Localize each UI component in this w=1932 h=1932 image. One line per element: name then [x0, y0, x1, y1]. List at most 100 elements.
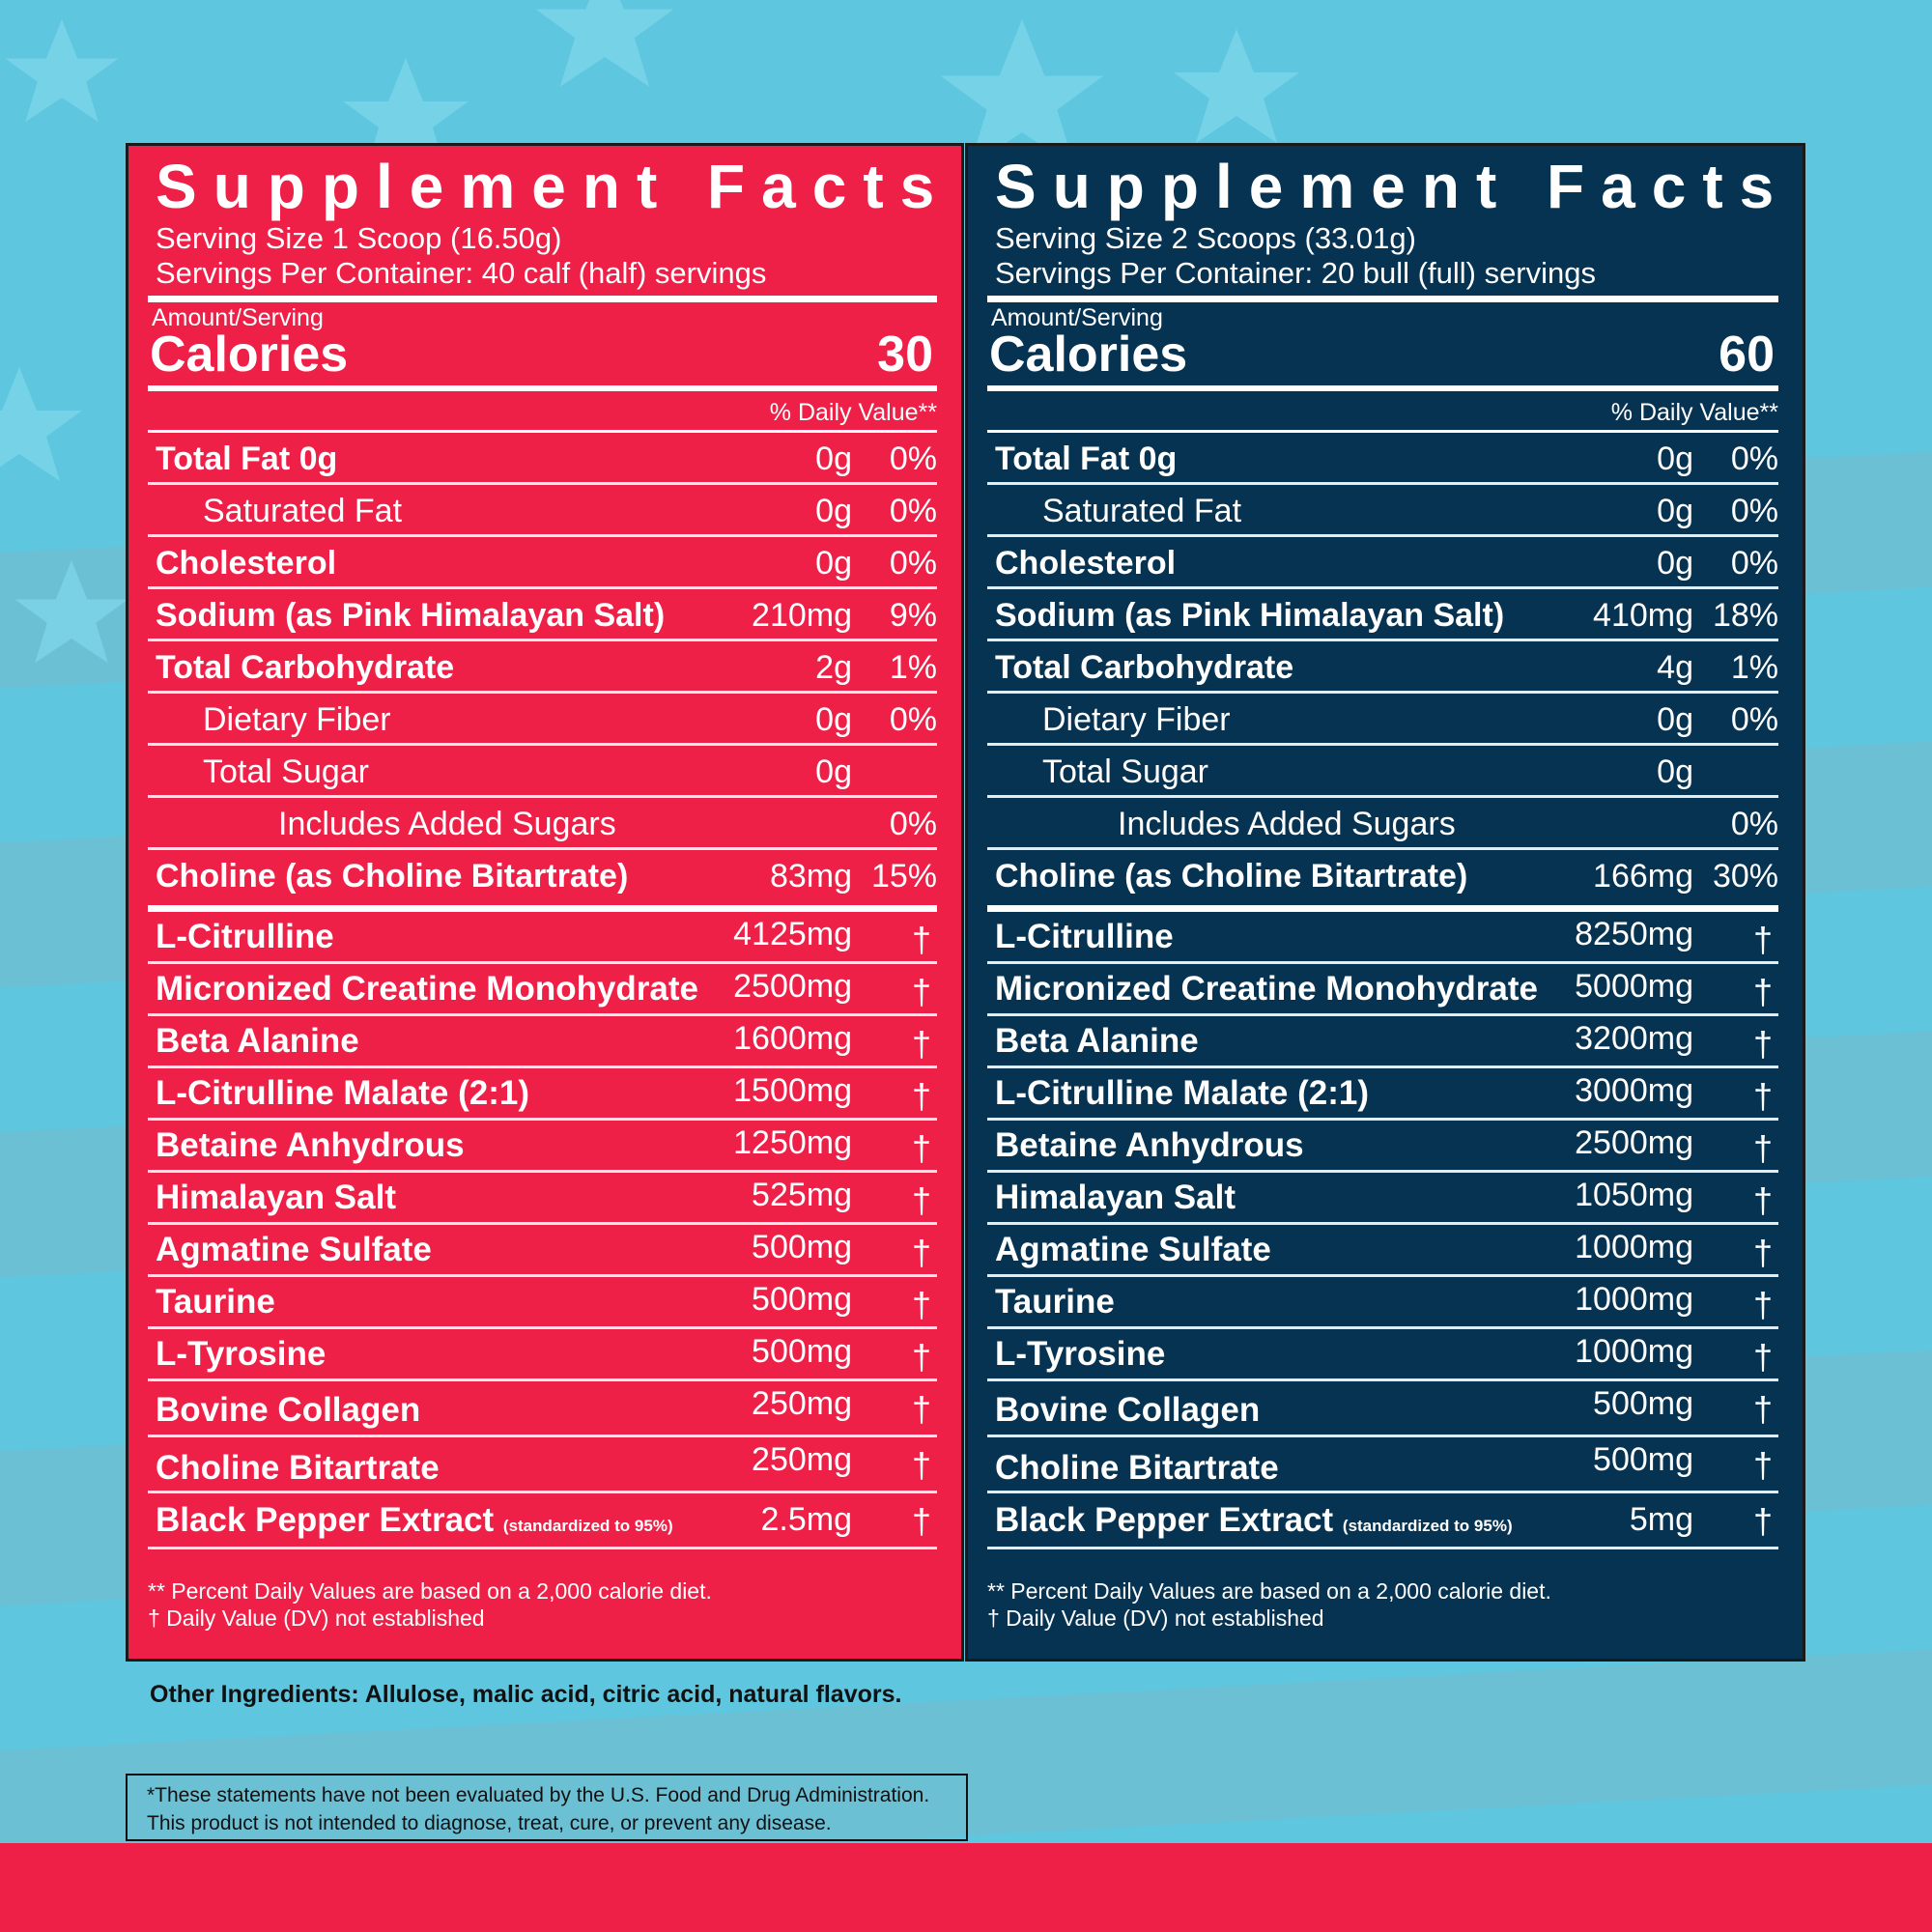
nutrient-name: Total Fat 0g — [156, 440, 338, 477]
divider — [987, 385, 1778, 391]
ingredient-amount: 1050mg — [1575, 1177, 1693, 1213]
nutrient-dv: 30% — [1712, 858, 1778, 895]
supplement-facts-panel-calf: Supplement Facts Serving Size 1 Scoop (1… — [126, 143, 964, 1662]
ingredient-row: Choline Bitartrate 250mg † — [148, 1437, 937, 1493]
nutrient-amount: 0g — [815, 753, 852, 790]
ingredient-name: L-Citrulline — [995, 918, 1174, 955]
nutrient-amount: 0g — [1657, 545, 1693, 582]
divider — [148, 905, 937, 912]
ingredient-note: (standardized to 95%) — [502, 1517, 673, 1535]
nutrient-amount: 0g — [815, 440, 852, 477]
panel-title: Supplement Facts — [995, 152, 1791, 221]
divider — [148, 296, 937, 302]
footnote-dagger: † Daily Value (DV) not established — [148, 1605, 485, 1631]
ingredient-amount: 3200mg — [1575, 1020, 1693, 1057]
ingredient-name: L-Citrulline Malate (2:1) — [995, 1074, 1369, 1112]
calories-label: Calories — [989, 327, 1188, 383]
ingredient-name: Himalayan Salt — [995, 1179, 1236, 1216]
nutrient-name: Choline (as Choline Bitartrate) — [156, 858, 629, 895]
disclaimer-line-2: This product is not intended to diagnose… — [147, 1812, 832, 1834]
dagger-mark: † — [1752, 1128, 1773, 1168]
star-icon — [14, 560, 128, 664]
ingredient-amount: 1000mg — [1575, 1229, 1693, 1265]
ingredient-note: (standardized to 95%) — [1342, 1517, 1513, 1535]
divider — [148, 385, 937, 391]
footnote-dagger: † Daily Value (DV) not established — [987, 1605, 1324, 1631]
ingredient-row: Agmatine Sulfate 500mg † — [148, 1225, 937, 1277]
dagger-mark: † — [1752, 1024, 1773, 1064]
servings-per-container: Servings Per Container: 20 bull (full) s… — [995, 256, 1596, 290]
nutrient-dv: 0% — [1730, 806, 1778, 842]
nutrient-amount: 0g — [815, 493, 852, 529]
divider — [987, 296, 1778, 302]
nutrient-amount: 4g — [1657, 649, 1693, 686]
nutrient-name: Total Sugar — [1042, 753, 1208, 790]
ingredient-row: Black Pepper Extract (standardized to 95… — [987, 1493, 1778, 1549]
ingredient-amount: 4125mg — [733, 916, 852, 952]
nutrient-amount: 0g — [1657, 701, 1693, 738]
dagger-mark: † — [911, 1389, 931, 1429]
supplement-facts-panel-bull: Supplement Facts Serving Size 2 Scoops (… — [965, 143, 1805, 1662]
dagger-mark: † — [1752, 1501, 1773, 1541]
nutrient-dv: 18% — [1712, 597, 1778, 634]
dagger-mark: † — [1752, 1389, 1773, 1429]
nutrient-dv: 0% — [889, 440, 937, 477]
ingredient-row: L-Tyrosine 500mg † — [148, 1329, 937, 1381]
ingredient-amount: 1600mg — [733, 1020, 852, 1057]
amount-per-serving-label: Amount/Serving — [991, 304, 1163, 331]
nutrient-name: Includes Added Sugars — [278, 806, 616, 842]
ingredient-amount: 500mg — [1593, 1441, 1693, 1478]
ingredient-amount: 1250mg — [733, 1124, 852, 1161]
ingredient-amount: 500mg — [752, 1281, 852, 1318]
nutrient-name: Dietary Fiber — [203, 701, 391, 738]
nutrient-row: Saturated Fat 0g 0% — [148, 485, 937, 537]
amount-per-serving-label: Amount/Serving — [152, 304, 324, 331]
ingredient-amount: 1000mg — [1575, 1281, 1693, 1318]
nutrient-dv: 0% — [889, 493, 937, 529]
ingredient-name: Black Pepper Extract (standardized to 95… — [156, 1501, 673, 1540]
ingredient-amount: 8250mg — [1575, 916, 1693, 952]
dagger-mark: † — [1752, 1445, 1773, 1485]
ingredient-row: Beta Alanine 1600mg † — [148, 1016, 937, 1068]
star-icon — [940, 19, 1104, 168]
ingredient-row: Choline Bitartrate 500mg † — [987, 1437, 1778, 1493]
nutrient-name: Total Fat 0g — [995, 440, 1178, 477]
ingredient-row: Taurine 500mg † — [148, 1277, 937, 1329]
footnote-dv: ** Percent Daily Values are based on a 2… — [987, 1578, 1551, 1604]
ingredient-amount: 2500mg — [1575, 1124, 1693, 1161]
ingredient-name: Black Pepper Extract (standardized to 95… — [995, 1501, 1513, 1540]
calories-value: 30 — [877, 327, 933, 383]
ingredient-name: L-Tyrosine — [995, 1335, 1166, 1373]
nutrient-amount: 0g — [1657, 440, 1693, 477]
nutrient-row: Choline (as Choline Bitartrate) 166mg 30% — [987, 850, 1778, 902]
ingredient-name: L-Citrulline — [156, 918, 334, 955]
ingredient-name: Beta Alanine — [995, 1022, 1199, 1060]
ingredient-row: L-Citrulline Malate (2:1) 3000mg † — [987, 1068, 1778, 1121]
nutrient-dv: 0% — [889, 806, 937, 842]
daily-value-header: % Daily Value** — [1610, 399, 1778, 426]
dagger-mark: † — [911, 1128, 931, 1168]
nutrient-name: Cholesterol — [995, 545, 1177, 582]
ingredient-name: Beta Alanine — [156, 1022, 359, 1060]
nutrient-dv: 0% — [1730, 701, 1778, 738]
bottom-red-band — [0, 1843, 1932, 1932]
dagger-mark: † — [911, 920, 931, 959]
nutrient-dv: 9% — [889, 597, 937, 634]
ingredient-name: Micronized Creatine Monohydrate — [156, 970, 699, 1008]
nutrient-amount: 210mg — [752, 597, 852, 634]
ingredient-name: Micronized Creatine Monohydrate — [995, 970, 1539, 1008]
ingredient-row: Beta Alanine 3200mg † — [987, 1016, 1778, 1068]
nutrient-amount: 0g — [815, 701, 852, 738]
ingredient-name: Bovine Collagen — [995, 1391, 1261, 1429]
nutrient-dv: 0% — [1730, 545, 1778, 582]
ingredient-amount: 250mg — [752, 1385, 852, 1422]
dagger-mark: † — [1752, 920, 1773, 959]
nutrient-name: Choline (as Choline Bitartrate) — [995, 858, 1468, 895]
dagger-mark: † — [911, 1445, 931, 1485]
ingredient-row: Himalayan Salt 1050mg † — [987, 1173, 1778, 1225]
nutrient-row: Total Sugar 0g — [148, 746, 937, 798]
divider — [987, 905, 1778, 912]
ingredient-amount: 2.5mg — [760, 1501, 853, 1538]
nutrient-amount: 2g — [815, 649, 852, 686]
dagger-mark: † — [911, 1285, 931, 1324]
